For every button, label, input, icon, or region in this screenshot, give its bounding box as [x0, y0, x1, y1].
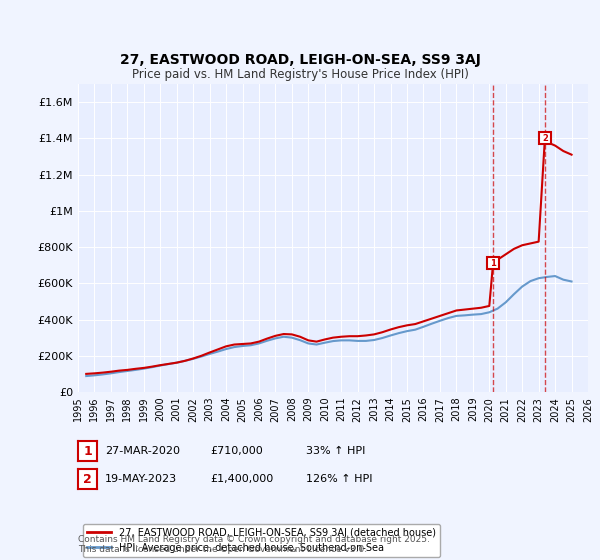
Text: Price paid vs. HM Land Registry's House Price Index (HPI): Price paid vs. HM Land Registry's House … [131, 68, 469, 81]
Text: 126% ↑ HPI: 126% ↑ HPI [306, 474, 373, 484]
Text: 2: 2 [83, 473, 92, 486]
Text: 27-MAR-2020: 27-MAR-2020 [105, 446, 180, 456]
Text: 1: 1 [83, 445, 92, 458]
Text: Contains HM Land Registry data © Crown copyright and database right 2025.
This d: Contains HM Land Registry data © Crown c… [78, 535, 430, 554]
Text: 27, EASTWOOD ROAD, LEIGH-ON-SEA, SS9 3AJ: 27, EASTWOOD ROAD, LEIGH-ON-SEA, SS9 3AJ [119, 53, 481, 67]
Text: £710,000: £710,000 [210, 446, 263, 456]
Legend: 27, EASTWOOD ROAD, LEIGH-ON-SEA, SS9 3AJ (detached house), HPI: Average price, d: 27, EASTWOOD ROAD, LEIGH-ON-SEA, SS9 3AJ… [83, 524, 440, 557]
Text: 33% ↑ HPI: 33% ↑ HPI [306, 446, 365, 456]
Text: 2: 2 [542, 134, 548, 143]
Text: £1,400,000: £1,400,000 [210, 474, 273, 484]
Text: 1: 1 [490, 259, 496, 268]
Text: 19-MAY-2023: 19-MAY-2023 [105, 474, 177, 484]
